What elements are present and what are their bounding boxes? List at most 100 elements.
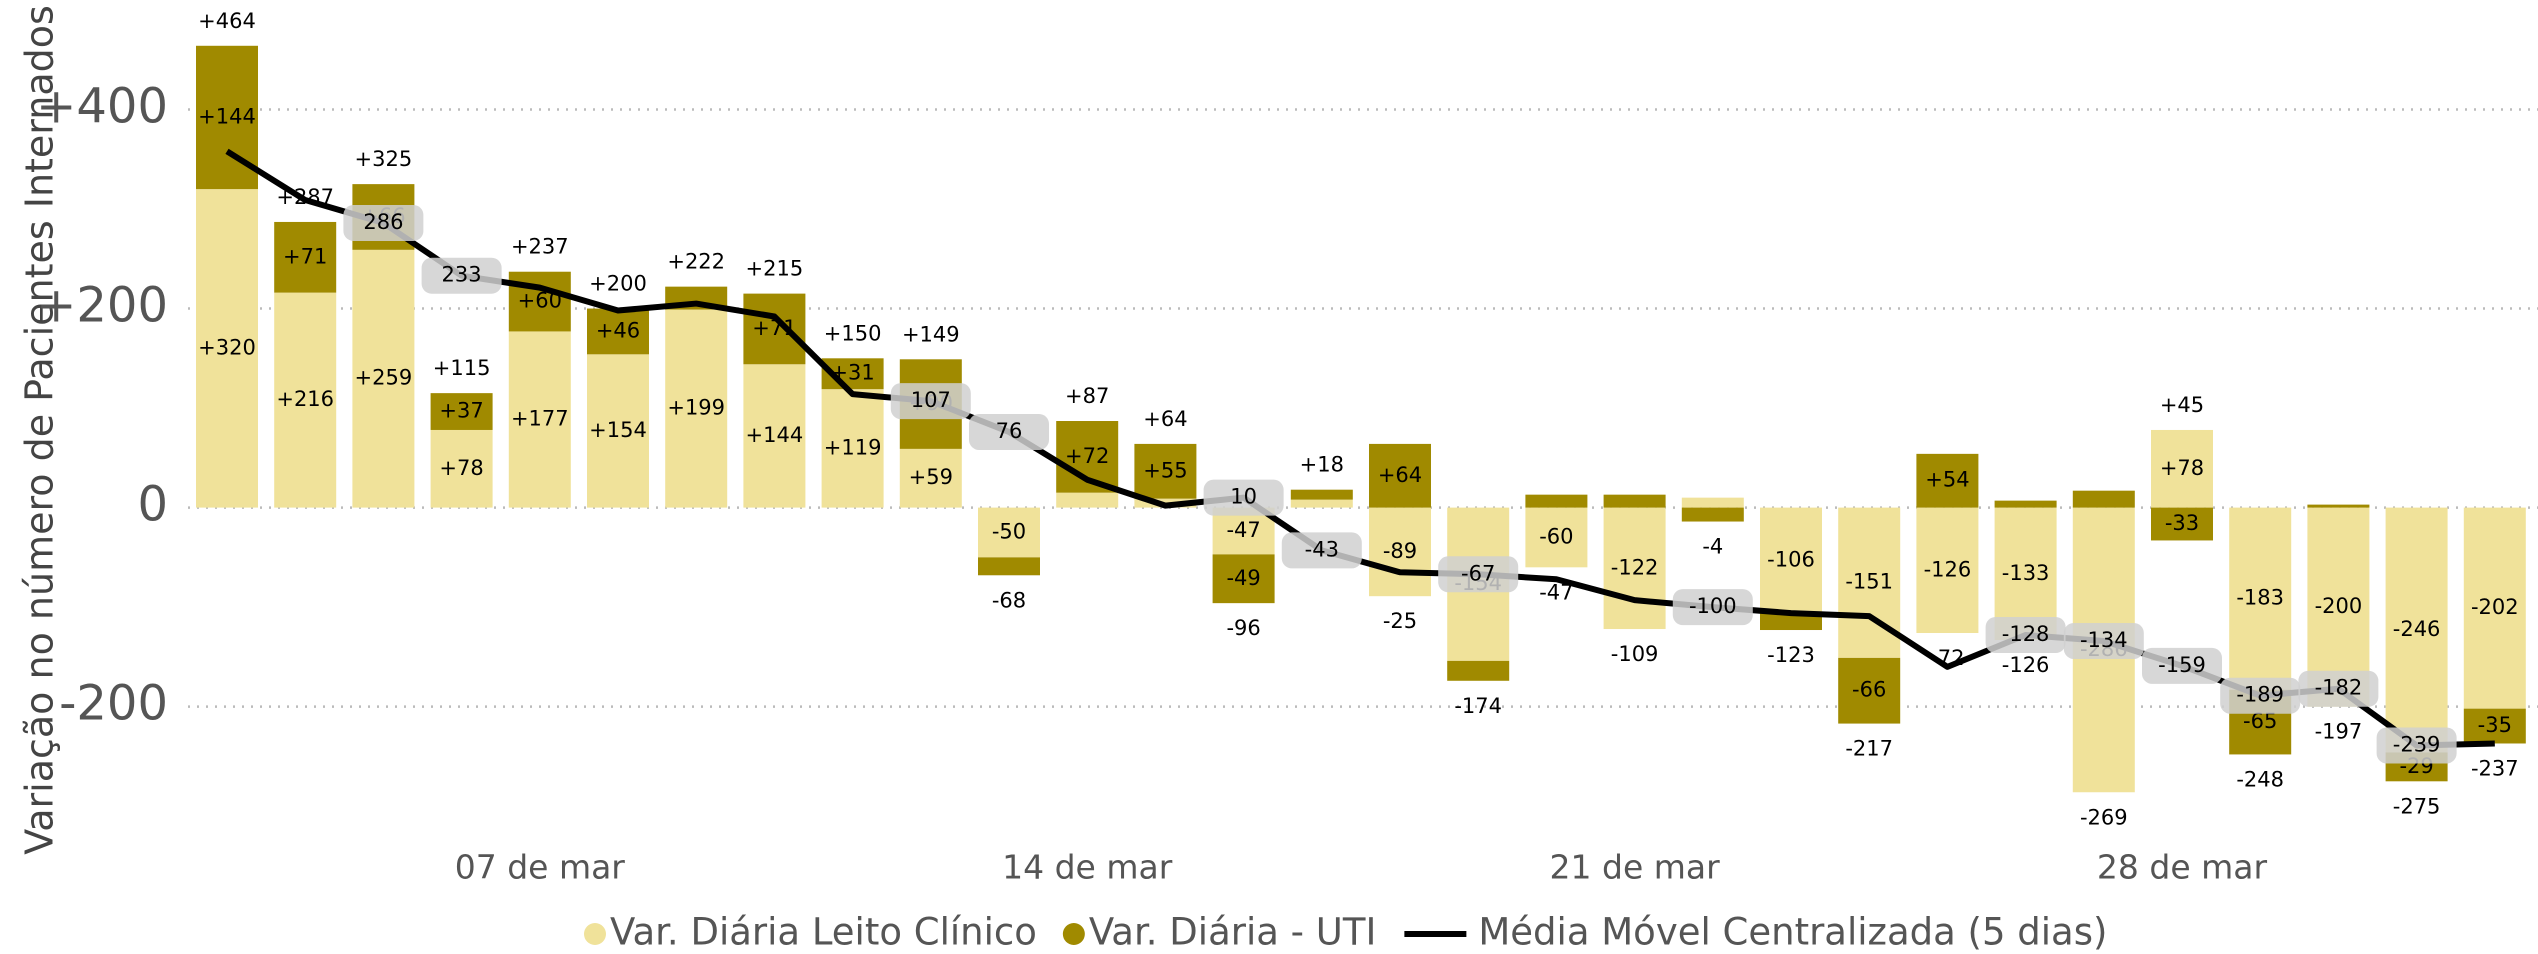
- bar-segment: [1056, 492, 1119, 508]
- line-label-box: [2063, 622, 2144, 659]
- bar-segment: [743, 364, 806, 508]
- bar-segment: [1369, 443, 1431, 508]
- data-label: -50: [992, 519, 1026, 543]
- line-label-box: [2376, 727, 2457, 764]
- data-label: +199: [667, 396, 725, 420]
- bar-segment: [1916, 453, 1979, 508]
- data-label: +72: [1065, 444, 1109, 468]
- data-label: +78: [439, 456, 483, 480]
- bar-segment: [1994, 500, 2057, 508]
- data-label: -35: [2478, 713, 2512, 737]
- line-label: -134: [2080, 628, 2128, 652]
- line-label-box: [2142, 647, 2222, 684]
- line-label-box: [1203, 479, 1284, 516]
- total-label: +464: [198, 9, 256, 33]
- total-label: -4: [1702, 535, 1723, 559]
- y-tick-label: -200: [59, 676, 168, 732]
- bar-segment: [2151, 507, 2213, 541]
- bar-segment: [1212, 554, 1275, 604]
- total-label: +149: [902, 322, 960, 346]
- total-label: -217: [1845, 737, 1893, 761]
- total-label: +87: [1065, 384, 1109, 408]
- line-label: 107: [911, 388, 951, 412]
- total-label: +222: [667, 250, 725, 274]
- line-label-box: [343, 204, 424, 241]
- line-label-box: [969, 413, 1049, 450]
- line-label: -159: [2158, 653, 2206, 677]
- line-label-box: [1985, 616, 2066, 653]
- data-label: +71: [283, 244, 327, 268]
- bar-segment: [1290, 489, 1353, 500]
- data-label: -122: [1611, 555, 1659, 579]
- line-label-box: [2220, 677, 2301, 714]
- line-label: -43: [1305, 537, 1339, 561]
- line-label-box: [890, 383, 971, 420]
- line-label: -100: [1689, 594, 1737, 618]
- line-label-box: [2298, 670, 2379, 707]
- data-label: +59: [909, 465, 953, 489]
- data-label: -89: [1383, 539, 1417, 563]
- total-label: +237: [511, 235, 569, 259]
- x-tick-label: 28 de mar: [2097, 848, 2268, 887]
- total-label: -96: [1226, 616, 1260, 640]
- bar-segment: [587, 354, 649, 508]
- bar-segment: [1603, 494, 1666, 508]
- data-label: +216: [276, 387, 334, 411]
- line-label: 10: [1230, 485, 1257, 509]
- total-label: +18: [1300, 453, 1344, 477]
- data-label: +259: [355, 366, 413, 390]
- y-tick-label: 0: [137, 477, 168, 533]
- data-label: +46: [596, 318, 640, 342]
- data-label: +154: [589, 418, 647, 442]
- y-tick-label: +200: [36, 278, 168, 334]
- data-label: -126: [1924, 557, 1972, 581]
- bar-segment: [274, 292, 337, 508]
- line-label-box: [1672, 589, 1753, 626]
- total-label: -126: [2002, 653, 2050, 677]
- data-label: -33: [2165, 511, 2199, 535]
- total-label: -25: [1383, 609, 1417, 633]
- data-label: -202: [2471, 595, 2519, 619]
- total-label: +64: [1143, 407, 1187, 431]
- total-label: +325: [355, 147, 413, 171]
- data-label: -60: [1539, 524, 1573, 548]
- total-label: +215: [746, 257, 804, 281]
- legend-label: Média Móvel Centralizada (5 dias): [1478, 911, 2107, 954]
- line-label: -189: [2236, 683, 2284, 707]
- total-label: -109: [1611, 642, 1659, 666]
- line-label: -182: [2315, 676, 2363, 700]
- x-tick-label: 07 de mar: [455, 848, 626, 887]
- data-label: +55: [1143, 458, 1187, 482]
- line-label-box: [1438, 556, 1519, 593]
- bar-segment: [1290, 499, 1353, 508]
- total-label: -68: [992, 588, 1026, 612]
- data-label: -49: [1226, 566, 1260, 590]
- total-label: -197: [2315, 720, 2363, 744]
- bar-segment: [430, 429, 493, 508]
- data-label: -183: [2236, 586, 2284, 610]
- bar-segment: [2151, 429, 2213, 508]
- total-label: -248: [2236, 767, 2284, 791]
- bar-segment: [1681, 497, 1744, 508]
- total-label: +150: [824, 321, 882, 345]
- bar-segment: [1681, 507, 1744, 522]
- data-label: +144: [198, 104, 256, 128]
- bar-segment: [1603, 507, 1666, 630]
- bar-segment: [352, 249, 415, 508]
- data-label: -133: [2002, 561, 2050, 585]
- y-tick-label: +400: [36, 78, 168, 134]
- y-axis-title: Variação no número de Pacientes Internad…: [18, 5, 62, 855]
- line-label: -67: [1461, 561, 1495, 585]
- bar-segment: [978, 557, 1040, 576]
- line-label: -128: [2002, 622, 2050, 646]
- bar-segment: [2072, 490, 2135, 508]
- bar-segment: [978, 507, 1040, 558]
- legend-label: Var. Diária - UTI: [1089, 911, 1377, 954]
- bar-segment: [2385, 507, 2448, 753]
- bar-segment: [1447, 660, 1510, 681]
- line-label: 286: [363, 210, 403, 234]
- data-label: +64: [1378, 463, 1422, 487]
- bar-segment: [1525, 494, 1588, 508]
- data-label: +37: [439, 399, 483, 423]
